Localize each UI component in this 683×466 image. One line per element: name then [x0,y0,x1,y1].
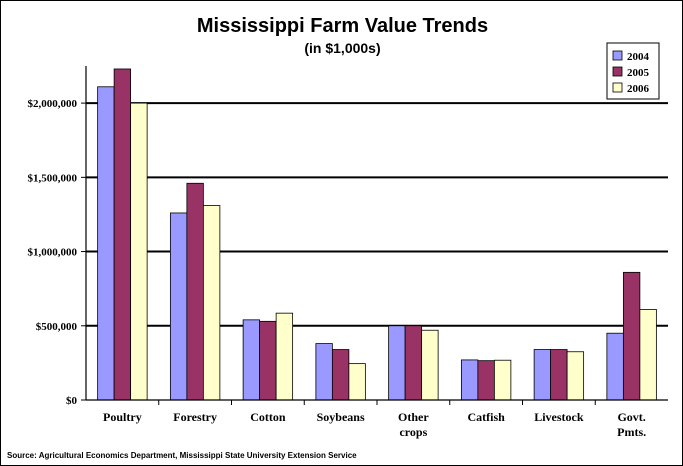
y-tick-label: $0 [66,395,78,407]
bar-2006 [202,205,221,401]
x-axis-ticks: Poultry Forestry Cotton Soybeans Other crops C… [103,400,646,439]
bar-2005 [550,349,568,401]
legend-label-2006: 2006 [627,83,650,95]
y-tick-label: $2,000,000 [28,98,78,110]
y-tick-label: $500,000 [36,321,78,333]
bar-2004 [388,325,406,401]
bar-2004 [97,86,115,401]
legend-swatch-2006 [612,82,623,93]
legend-swatch-2005 [612,66,623,77]
bar-2004 [533,349,552,401]
bar-2006 [421,329,439,401]
bar-2004 [169,212,188,401]
y-tick-label: $1,500,000 [28,172,78,184]
bar-2005 [113,68,132,401]
source-note: Source: Agricultural Economics Departmen… [7,451,357,460]
bars [97,68,657,401]
x-tick-label: Forestry [173,410,217,424]
bar-2005 [477,360,495,401]
bar-2006 [566,351,585,401]
x-tick-label: Poultry [103,410,142,424]
bar-2004 [460,359,479,401]
bar-2004 [242,319,261,401]
bar-2005 [404,325,423,401]
bar-2006 [348,363,366,401]
x-tick-label: Soybeans [317,410,365,424]
x-tick-label: Cotton [250,410,286,424]
bar-2004 [606,332,624,401]
bar-2005 [259,320,277,401]
x-tick-label: Catfish [467,410,505,424]
bar-2006 [275,312,294,401]
bar-2006 [493,359,512,401]
bar-2006 [639,309,657,401]
legend: 2004 2005 2006 [606,42,660,100]
bar-2006 [130,102,148,401]
legend-swatch-2004 [612,50,623,61]
bar-2005 [186,182,204,401]
x-tick-label: Other crops [398,410,429,439]
chart-title: Mississippi Farm Value Trends [196,15,489,37]
x-tick-label: Livestock [534,410,584,424]
x-tick-label: Govt. Pmts. [617,410,646,439]
legend-label-2004: 2004 [627,51,650,63]
bar-2004 [315,343,333,401]
legend-label-2005: 2005 [627,67,650,79]
y-tick-label: $1,000,000 [28,247,78,259]
chart-subtitle: (in $1,000s) [304,40,381,56]
bar-2005 [331,349,350,401]
bar-2005 [622,271,641,401]
y-axis-ticks: $0 $500,000 $1,000,000 $1,500,000 $2,000,000 [28,98,86,407]
